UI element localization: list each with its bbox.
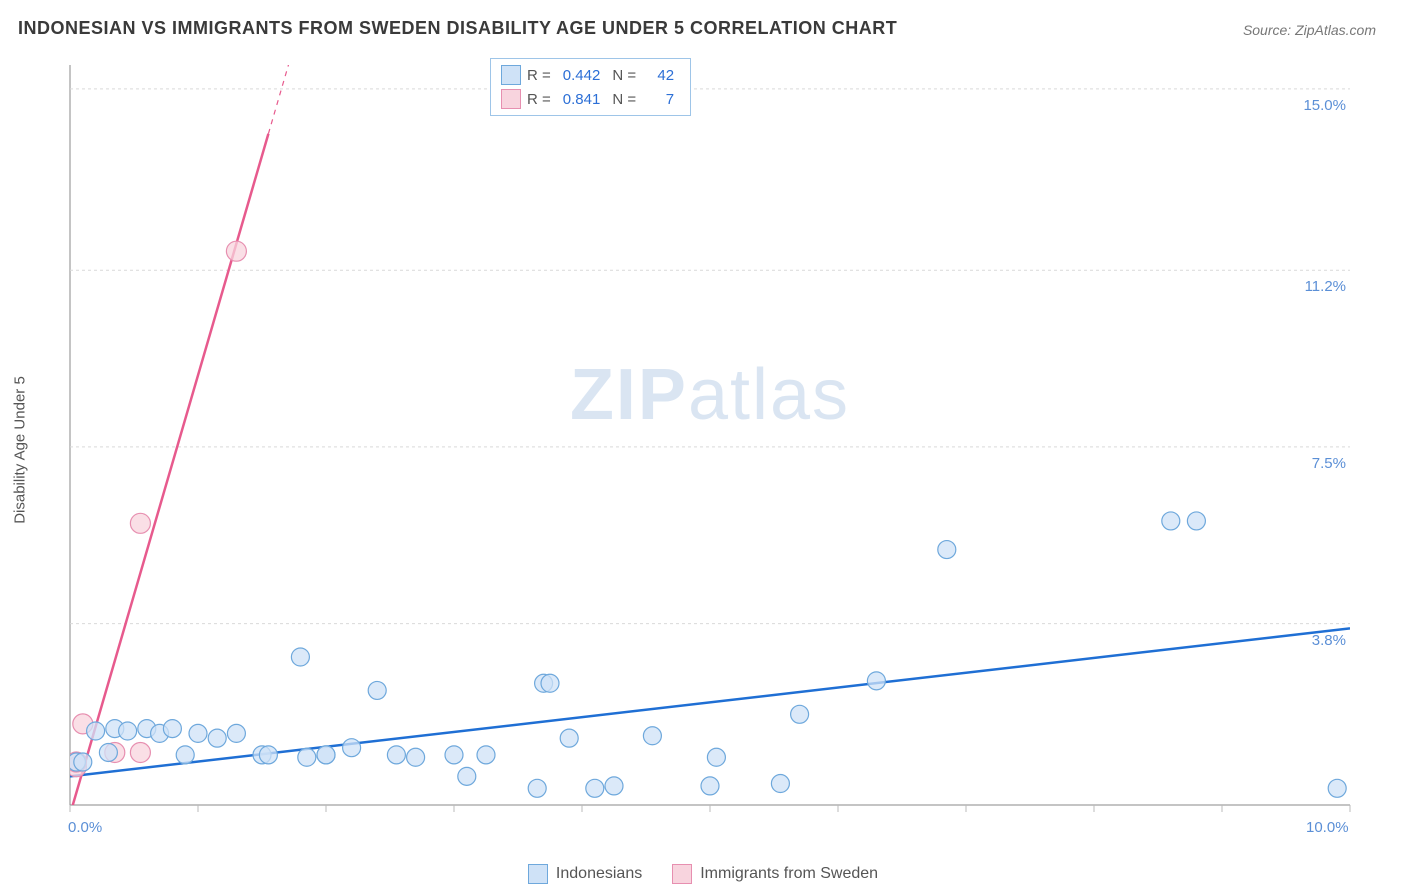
series-label: Immigrants from Sweden — [700, 865, 878, 883]
legend-R-value: 0.841 — [557, 91, 607, 108]
legend-N-label: N = — [612, 67, 636, 84]
x-tick-label: 10.0% — [1306, 819, 1349, 836]
legend-N-label: N = — [612, 91, 636, 108]
source-prefix: Source: — [1243, 22, 1295, 38]
series-legend-item: Indonesians — [528, 864, 642, 884]
legend-N-value: 7 — [642, 91, 680, 108]
y-tick-label: 15.0% — [1303, 97, 1346, 114]
plot-area: Disability Age Under 5 ZIPatlas 3.8%7.5%… — [50, 55, 1370, 845]
scatter-chart — [50, 55, 1370, 845]
y-tick-label: 3.8% — [1312, 632, 1346, 649]
y-axis-label: Disability Age Under 5 — [12, 376, 29, 524]
legend-R-value: 0.442 — [557, 67, 607, 84]
correlation-legend: R = 0.442 N = 42 R = 0.841 N = 7 — [490, 58, 691, 116]
legend-R-label: R = — [527, 67, 551, 84]
legend-swatch — [501, 89, 521, 109]
y-tick-label: 7.5% — [1312, 455, 1346, 472]
legend-swatch — [501, 65, 521, 85]
legend-row: R = 0.442 N = 42 — [501, 63, 680, 87]
legend-R-label: R = — [527, 91, 551, 108]
series-legend-item: Immigrants from Sweden — [672, 864, 878, 884]
source-name: ZipAtlas.com — [1295, 22, 1376, 38]
source-credit: Source: ZipAtlas.com — [1243, 22, 1376, 38]
y-tick-label: 11.2% — [1305, 278, 1346, 295]
series-label: Indonesians — [556, 865, 642, 883]
legend-swatch — [672, 864, 692, 884]
legend-swatch — [528, 864, 548, 884]
legend-N-value: 42 — [642, 67, 680, 84]
chart-title: INDONESIAN VS IMMIGRANTS FROM SWEDEN DIS… — [18, 18, 897, 39]
x-tick-label: 0.0% — [68, 819, 102, 836]
series-legend: Indonesians Immigrants from Sweden — [0, 864, 1406, 884]
legend-row: R = 0.841 N = 7 — [501, 87, 680, 111]
